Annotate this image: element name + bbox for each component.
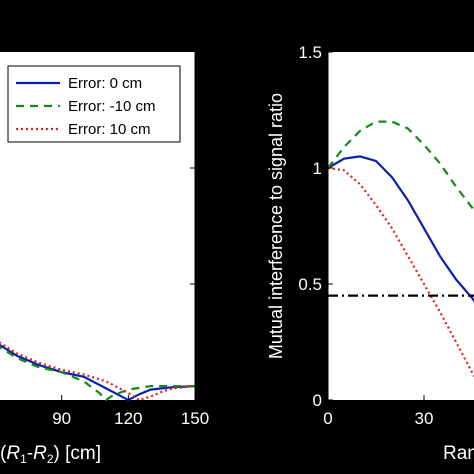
left-x-tick-label: 120 xyxy=(114,409,142,428)
right-series-line xyxy=(327,166,474,378)
right-plot-curves xyxy=(327,120,474,378)
left-x-axis-label: (R1-R2) [cm] xyxy=(0,443,101,466)
xlabel-sub2: 2 xyxy=(47,452,54,466)
right-x-axis-label: Range xyxy=(443,443,474,464)
right-y-ticks: 0 0.5 1 1.5 xyxy=(298,43,333,410)
right-x-ticks: 0 30 xyxy=(323,395,433,428)
right-x-tick-label: 0 xyxy=(323,409,332,428)
xlabel-r2: R xyxy=(33,443,47,464)
legend-label-error-10: Error: 10 cm xyxy=(68,121,151,138)
right-plot-panel: 0 0.5 1 1.5 0 30 Range Mutual interference t… xyxy=(266,43,474,464)
left-series-line xyxy=(0,343,196,402)
left-x-tick-label: 150 xyxy=(181,409,209,428)
xlabel-sub1: 1 xyxy=(20,452,27,466)
right-series-line xyxy=(327,155,474,303)
svg-text:(R1-R2) [cm]: (R1-R2) [cm] xyxy=(0,443,101,466)
xlabel-close: ) [cm] xyxy=(54,443,102,464)
left-x-ticks: 90 120 150 xyxy=(52,395,209,428)
right-y-tick-label: 1.5 xyxy=(298,43,322,62)
legend: Error: 0 cm Error: -10 cm Error: 10 cm xyxy=(7,65,181,143)
xlabel-open: ( xyxy=(0,443,7,464)
left-x-tick-label: 90 xyxy=(52,409,71,428)
left-plot-panel: 90 120 150 (R1-R2) [cm] Error: 0 cm Error:… xyxy=(0,52,209,466)
right-y-axis-label: Mutual interference to signal ratio xyxy=(266,93,286,359)
right-y-tick-label: 0 xyxy=(313,391,322,410)
left-plot-curves xyxy=(0,341,196,402)
left-series-line xyxy=(0,341,196,402)
legend-label-error-minus-10: Error: -10 cm xyxy=(68,98,156,115)
right-plot-area xyxy=(328,52,474,400)
right-y-tick-label: 1 xyxy=(313,159,322,178)
right-x-tick-label: 30 xyxy=(415,409,434,428)
left-series-line xyxy=(0,346,195,402)
xlabel-r1: R xyxy=(6,443,20,464)
xlabel-dash: - xyxy=(27,443,33,464)
right-y-tick-label: 0.5 xyxy=(298,275,322,294)
legend-label-error-0: Error: 0 cm xyxy=(68,75,142,92)
right-series-line xyxy=(327,120,474,213)
